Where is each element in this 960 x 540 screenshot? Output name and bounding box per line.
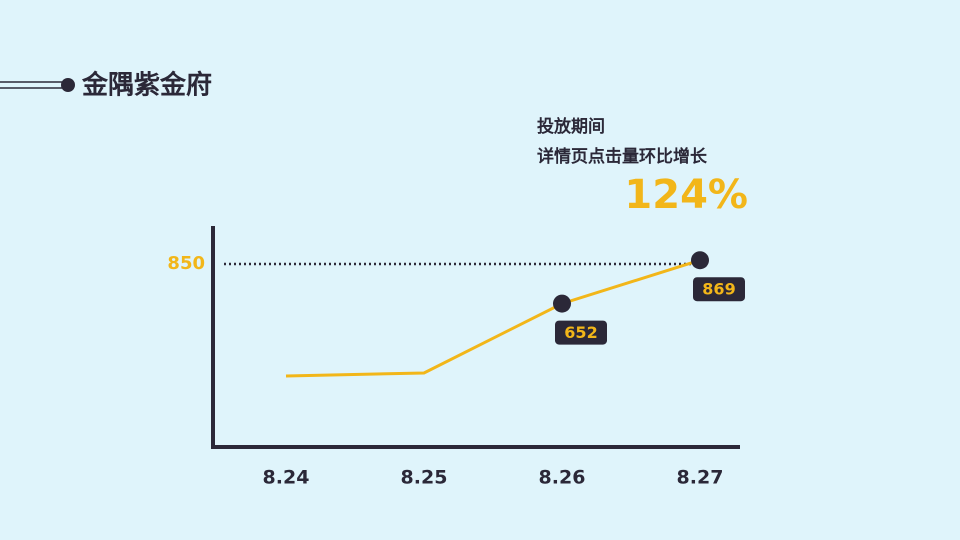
series-line	[285, 258, 701, 378]
value-label: 652	[564, 323, 597, 342]
title-dot	[61, 78, 75, 92]
x-tick-label: 8.25	[401, 467, 448, 489]
y-tick-label: 850	[167, 253, 205, 274]
value-label-box	[693, 277, 745, 302]
x-tick-label: 8.24	[263, 467, 310, 489]
value-label: 869	[702, 280, 735, 299]
annotation: 详情页点击量环比增长	[537, 146, 708, 167]
chart-title: 金隅紫金府	[81, 70, 212, 101]
x-tick-label: 8.26	[539, 467, 586, 489]
point	[553, 294, 571, 313]
point	[691, 251, 709, 270]
annotation: 投放期间	[537, 116, 605, 137]
growth-figure: 124%	[624, 172, 748, 218]
value-label-box	[555, 320, 607, 345]
x-tick-label: 8.27	[677, 467, 724, 489]
